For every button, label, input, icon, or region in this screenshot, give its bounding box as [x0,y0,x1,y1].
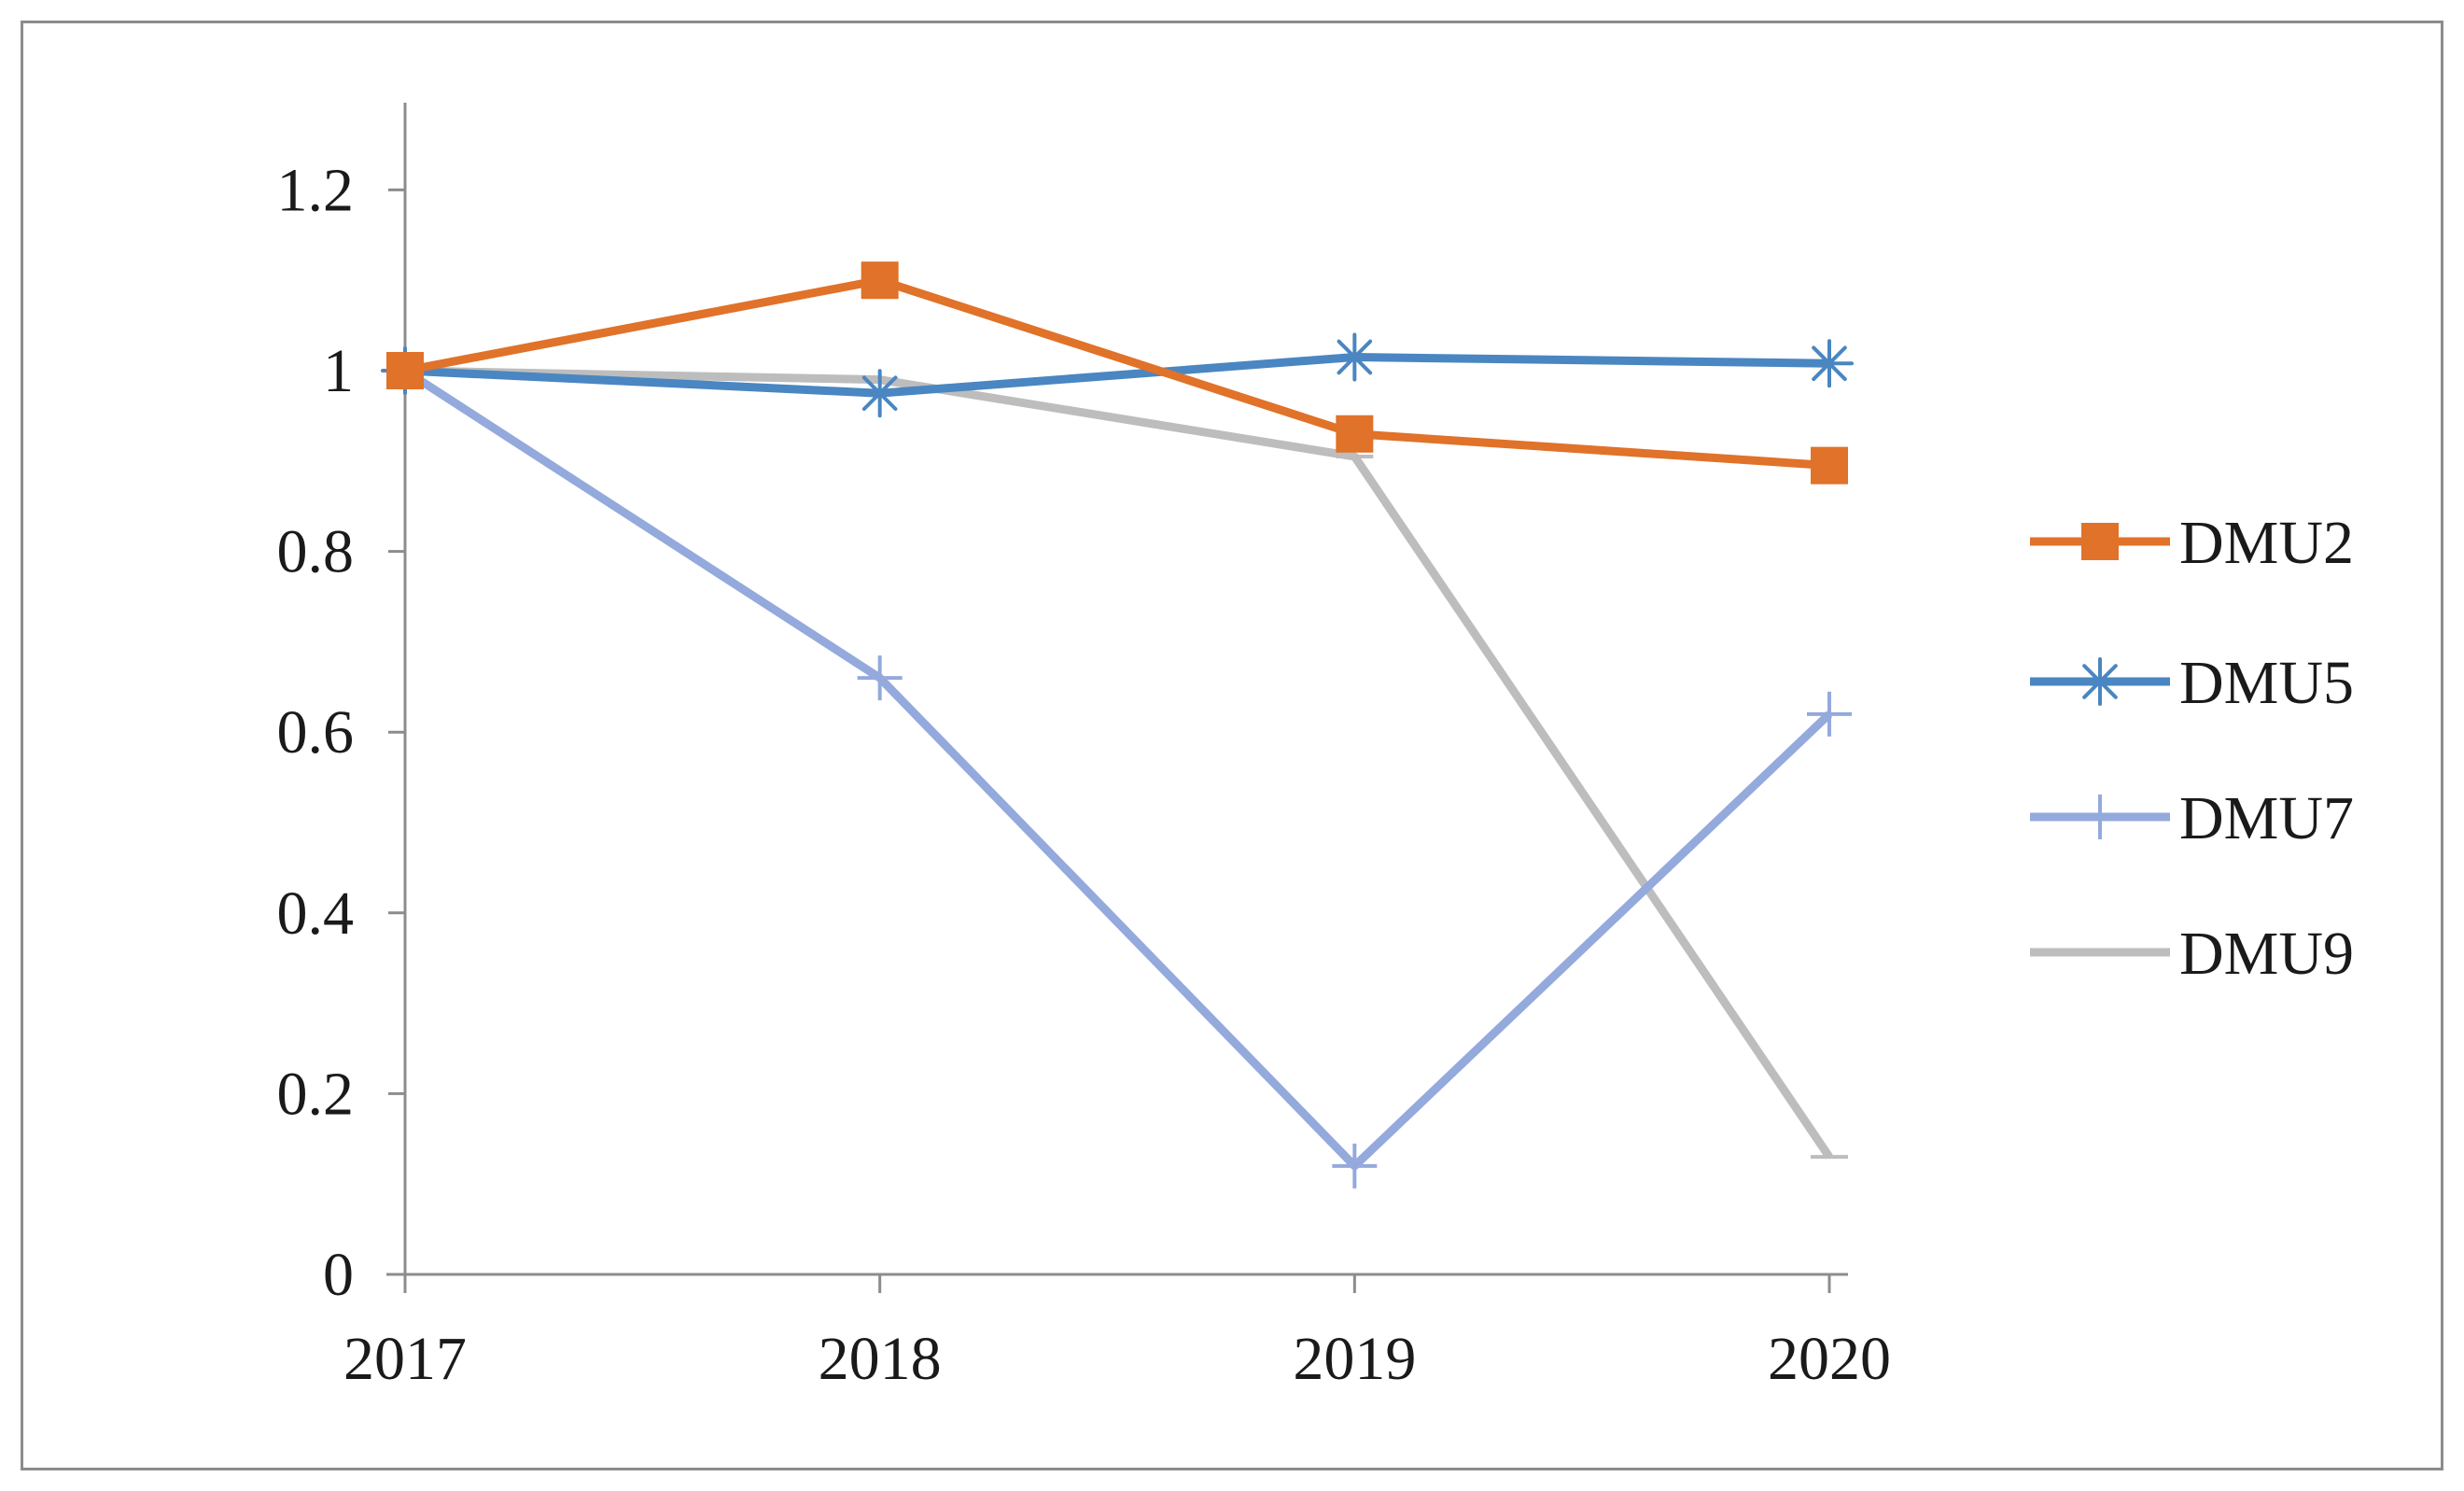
series-dmu9 [386,366,1848,1160]
y-tick-label: 0.8 [277,518,355,586]
data-point [857,655,903,701]
y-tick-label: 0 [323,1241,354,1309]
chart-frame: 0 0.2 0.4 0.6 0.8 1 1.2 2017 2018 2019 2020 DMU2 DM… [21,21,2443,1470]
x-tick-label: 2020 [1768,1325,1891,1393]
data-point [1332,1143,1378,1189]
series-line [404,366,1833,1160]
y-tick-label: 0.4 [277,879,355,948]
legend-item-dmu7: DMU7 [2030,784,2354,852]
legend-item-dmu2: DMU2 [2030,509,2354,577]
x-tick-label: 2018 [819,1325,942,1393]
marker-stroke [1337,339,1373,375]
marker-stroke [2082,664,2118,699]
legend-marker [2081,523,2119,560]
x-tick-label: 2017 [343,1325,467,1393]
data-point [1805,339,1854,388]
y-tick-label: 1 [323,337,354,405]
y-tick-label: 1.2 [277,156,355,224]
legend-item-dmu9: DMU9 [2030,920,2354,988]
legend: DMU2 DMU5 DMU7 DMU9 [2030,509,2354,988]
x-tick-label: 2019 [1293,1325,1416,1393]
series-dmu2 [386,261,1848,485]
data-point [1807,691,1852,737]
data-point [861,261,899,300]
marker-stroke [1812,345,1847,382]
legend-marker [2076,657,2124,706]
legend-item-dmu5: DMU5 [2030,649,2354,717]
data-point [855,369,904,418]
data-point [386,352,424,389]
series-line [404,275,1830,471]
series-line [404,352,1830,398]
y-tick-label: 0.2 [277,1060,355,1128]
y-tick-label: 0.6 [277,698,355,767]
legend-marker [2078,795,2122,839]
data-point [1330,332,1379,382]
data-point [1336,415,1374,453]
axes: 0 0.2 0.4 0.6 0.8 1 1.2 2017 2018 2019 2020 [277,103,1891,1393]
legend-label: DMU7 [2179,784,2354,852]
marker-stroke [861,375,898,411]
legend-label: DMU9 [2179,920,2354,988]
series-dmu7 [383,348,1852,1189]
legend-label: DMU5 [2179,649,2354,717]
series-lines [381,261,1854,1189]
series-line [402,367,1833,1171]
data-point [1811,446,1848,485]
legend-label: DMU2 [2179,509,2354,577]
